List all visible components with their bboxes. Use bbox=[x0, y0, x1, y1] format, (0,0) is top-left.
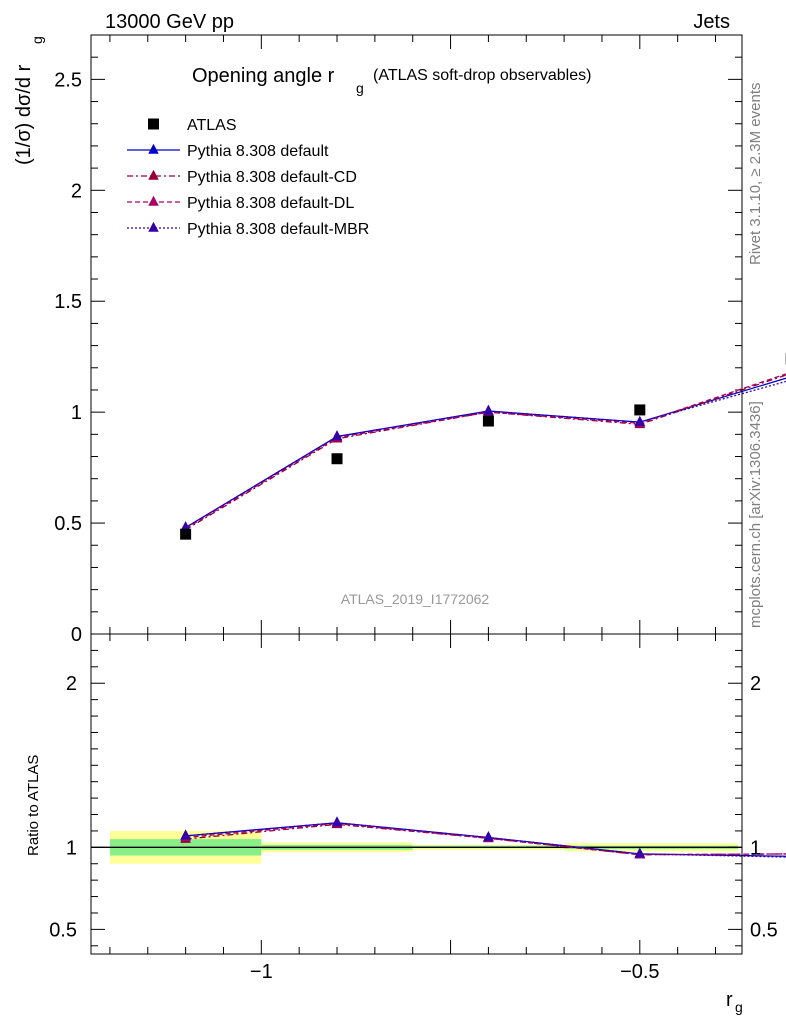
ratio-marker-3 bbox=[634, 847, 646, 858]
main-panel: Opening angle r g (ATLAS soft-drop obser… bbox=[13, 34, 786, 646]
main-markers bbox=[180, 353, 786, 540]
main-y-label: (1/σ) dσ/d r g bbox=[13, 36, 45, 165]
data-point bbox=[180, 528, 192, 540]
ratio-line-3 bbox=[185, 822, 786, 858]
legend-marker-3 bbox=[148, 221, 159, 232]
legend-marker-0 bbox=[148, 143, 159, 154]
y-tick-label-ratio-right: 1 bbox=[750, 837, 761, 859]
legend-marker-2 bbox=[148, 195, 159, 206]
title-sub: g bbox=[356, 80, 364, 96]
legend-label-data: ATLAS bbox=[187, 117, 237, 134]
y-tick-label-main: 2.5 bbox=[54, 69, 82, 91]
ratio-panel: 0.5 0.5 1 1 2 2 −1 −0.5 Ratio to ATLAS r g bbox=[25, 633, 786, 1015]
legend-label-0: Pythia 8.308 default bbox=[187, 143, 329, 160]
analysis-watermark: ATLAS_2019_I1772062 bbox=[341, 591, 490, 607]
y-tick-label-main: 1 bbox=[71, 402, 82, 424]
main-ticks: 0.5 1 1.5 2 2.5 0 bbox=[54, 34, 742, 646]
series-line-1 bbox=[185, 374, 786, 531]
ratio-marker-3 bbox=[331, 816, 343, 827]
title-note: (ATLAS soft-drop observables) bbox=[373, 67, 591, 84]
series-line-0 bbox=[185, 377, 786, 529]
ratio-series bbox=[185, 822, 786, 858]
y-tick-label-ratio: 2 bbox=[66, 673, 77, 695]
y-tick-label-ratio: 0.5 bbox=[49, 919, 77, 941]
ratio-ticks: 0.5 0.5 1 1 2 2 −1 −0.5 bbox=[49, 633, 778, 983]
y-tick-label-main: 0.5 bbox=[54, 513, 82, 535]
y-axis-label-sub: g bbox=[29, 36, 45, 44]
legend-label-1: Pythia 8.308 default-CD bbox=[187, 169, 357, 186]
y-tick-label-main: 1.5 bbox=[54, 291, 82, 313]
x-axis-label-sub: g bbox=[735, 999, 743, 1015]
legend-marker-1 bbox=[148, 169, 159, 180]
series-marker-3 bbox=[634, 415, 646, 426]
x-tick-label: −0.5 bbox=[620, 961, 659, 983]
ratio-y-axis-label: Ratio to ATLAS bbox=[25, 755, 42, 856]
data-point bbox=[634, 404, 646, 416]
series-marker-3 bbox=[331, 430, 343, 441]
y-tick-label-main-zero: 0 bbox=[71, 624, 82, 646]
ratio-marker-3 bbox=[483, 831, 494, 842]
header-right: Jets bbox=[693, 11, 730, 33]
legend: ATLAS Pythia 8.308 default Pythia 8.308 de… bbox=[127, 117, 369, 238]
ratio-marker-3 bbox=[180, 829, 191, 840]
header-left: 13000 GeV pp bbox=[105, 11, 234, 33]
legend-label-3: Pythia 8.308 default-MBR bbox=[187, 221, 369, 238]
ratio-line-2 bbox=[185, 822, 786, 856]
main-title: Opening angle r g (ATLAS soft-drop obser… bbox=[192, 65, 591, 96]
data-point bbox=[482, 415, 494, 427]
y-tick-label-main: 2 bbox=[71, 180, 82, 202]
y-tick-label-ratio: 1 bbox=[66, 837, 77, 859]
data-point bbox=[331, 453, 343, 465]
x-axis-label: r bbox=[726, 989, 733, 1011]
title-main: Opening angle r bbox=[192, 65, 335, 87]
series-line-3 bbox=[185, 380, 786, 529]
side-label-top: Rivet 3.1.10, ≥ 2.3M events bbox=[747, 83, 764, 266]
legend-label-2: Pythia 8.308 default-DL bbox=[187, 195, 354, 212]
y-axis-label: (1/σ) dσ/d r bbox=[13, 64, 35, 165]
ratio-frame bbox=[90, 633, 743, 955]
y-tick-label-ratio-right: 2 bbox=[750, 673, 761, 695]
x-tick-label: −1 bbox=[250, 961, 273, 983]
series-line-2 bbox=[185, 373, 786, 530]
y-tick-label-ratio-right: 0.5 bbox=[750, 919, 778, 941]
series-marker-3 bbox=[483, 404, 494, 415]
ratio-markers bbox=[180, 816, 786, 861]
legend-marker-data bbox=[148, 118, 159, 130]
main-series bbox=[185, 373, 786, 531]
side-label-bottom: mcplots.cern.ch [arXiv:1306.3436] bbox=[747, 401, 764, 628]
